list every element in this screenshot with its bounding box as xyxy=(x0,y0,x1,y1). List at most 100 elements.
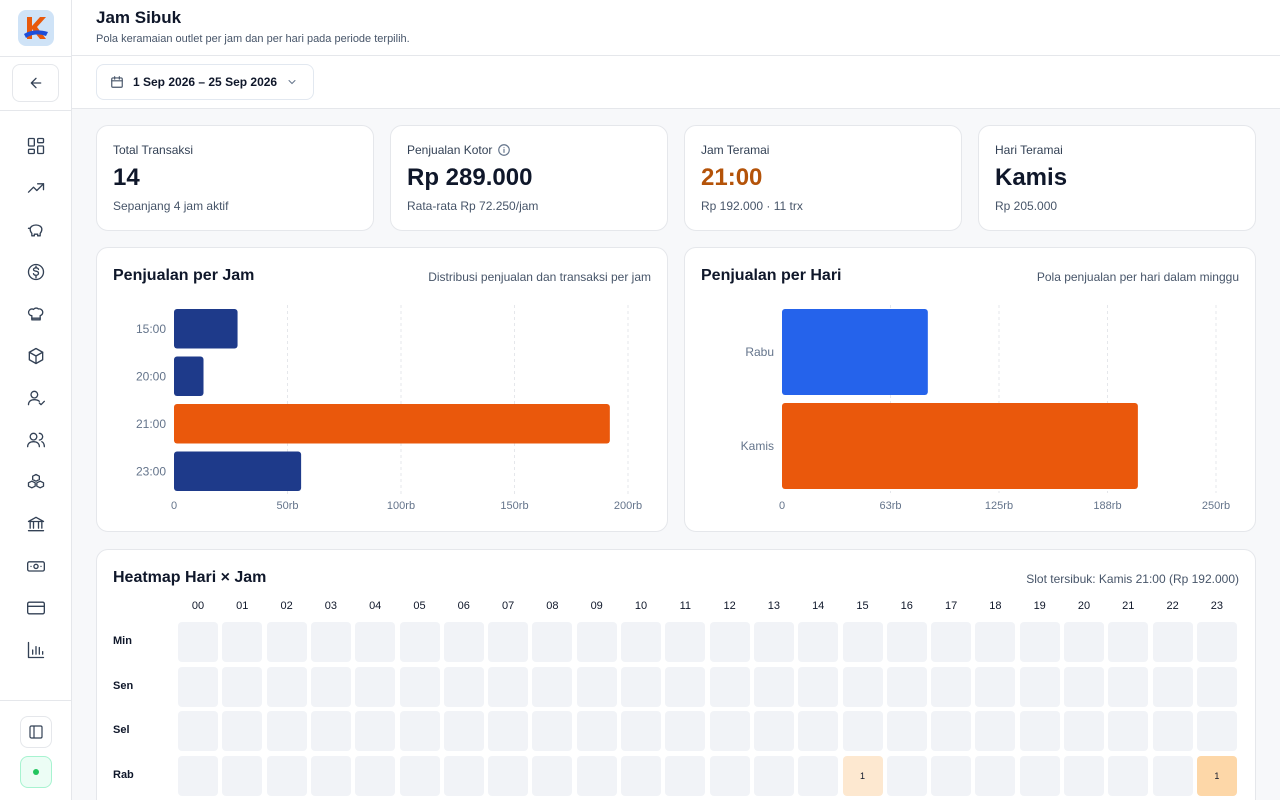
heatmap-cell[interactable] xyxy=(355,711,396,751)
bar-2300[interactable] xyxy=(174,451,302,492)
heatmap-cell[interactable] xyxy=(488,711,529,751)
heatmap-cell[interactable] xyxy=(576,666,617,707)
heatmap-cell[interactable] xyxy=(886,711,927,751)
nav-customers[interactable] xyxy=(24,428,48,452)
heatmap-cell[interactable] xyxy=(886,755,927,796)
heatmap-cell[interactable] xyxy=(222,622,263,662)
heatmap-cell[interactable] xyxy=(576,711,617,751)
heatmap-cell[interactable] xyxy=(798,622,839,662)
heatmap-cell[interactable] xyxy=(310,711,351,751)
heatmap-cell[interactable] xyxy=(665,755,706,796)
heatmap-cell[interactable] xyxy=(532,755,573,796)
heatmap-cell[interactable] xyxy=(488,755,529,796)
heatmap-cell[interactable] xyxy=(1196,711,1237,751)
nav-attendance[interactable] xyxy=(24,386,48,410)
heatmap-cell[interactable] xyxy=(443,666,484,707)
heatmap-cell[interactable] xyxy=(178,666,218,707)
heatmap-cell[interactable] xyxy=(886,622,927,662)
heatmap-cell[interactable] xyxy=(355,755,396,796)
heatmap-cell[interactable] xyxy=(1196,622,1237,662)
heatmap-cell[interactable] xyxy=(709,666,750,707)
heatmap-cell[interactable] xyxy=(443,622,484,662)
heatmap-cell[interactable] xyxy=(842,666,883,707)
heatmap-cell[interactable] xyxy=(1019,666,1060,707)
heatmap-cell[interactable] xyxy=(1196,666,1237,707)
heatmap-cell[interactable] xyxy=(1152,755,1193,796)
heatmap-cell[interactable] xyxy=(222,666,263,707)
heatmap-cell[interactable] xyxy=(931,666,972,707)
heatmap-cell[interactable] xyxy=(931,755,972,796)
heatmap-cell[interactable] xyxy=(222,711,263,751)
date-range-picker[interactable]: 1 Sep 2026 – 25 Sep 2026 xyxy=(96,64,314,100)
heatmap-cell[interactable] xyxy=(1152,666,1193,707)
heatmap-cell[interactable] xyxy=(576,622,617,662)
heatmap-cell[interactable] xyxy=(665,711,706,751)
heatmap-cell[interactable] xyxy=(975,666,1016,707)
heatmap-cell[interactable] xyxy=(1108,666,1149,707)
heatmap-cell[interactable]: 1 xyxy=(842,755,883,796)
sidebar-toggle-button[interactable] xyxy=(20,716,52,748)
nav-products[interactable] xyxy=(24,470,48,494)
bar-kamis[interactable] xyxy=(782,403,1138,489)
app-logo[interactable] xyxy=(18,10,54,46)
nav-cash[interactable] xyxy=(24,554,48,578)
heatmap-cell[interactable] xyxy=(709,711,750,751)
nav-reports[interactable] xyxy=(24,638,48,662)
bar-rabu[interactable] xyxy=(782,309,928,395)
heatmap-cell[interactable] xyxy=(1019,711,1060,751)
bar-2000[interactable] xyxy=(174,356,204,397)
heatmap-cell[interactable] xyxy=(798,666,839,707)
heatmap-cell[interactable] xyxy=(753,666,794,707)
heatmap-cell[interactable] xyxy=(266,755,307,796)
heatmap-cell[interactable] xyxy=(842,711,883,751)
heatmap-cell[interactable] xyxy=(753,622,794,662)
heatmap-cell[interactable] xyxy=(178,622,218,662)
nav-dashboard[interactable] xyxy=(24,134,48,158)
heatmap-cell[interactable] xyxy=(931,622,972,662)
heatmap-cell[interactable] xyxy=(310,666,351,707)
heatmap-cell[interactable]: 1 xyxy=(1196,755,1237,796)
heatmap-cell[interactable] xyxy=(798,711,839,751)
heatmap-cell[interactable] xyxy=(1108,755,1149,796)
heatmap-cell[interactable] xyxy=(576,755,617,796)
heatmap-cell[interactable] xyxy=(488,666,529,707)
heatmap-cell[interactable] xyxy=(1152,622,1193,662)
heatmap-cell[interactable] xyxy=(532,666,573,707)
heatmap-cell[interactable] xyxy=(1108,622,1149,662)
heatmap-cell[interactable] xyxy=(709,755,750,796)
heatmap-cell[interactable] xyxy=(310,622,351,662)
heatmap-cell[interactable] xyxy=(665,666,706,707)
info-icon[interactable] xyxy=(497,143,511,157)
nav-bank[interactable] xyxy=(24,512,48,536)
heatmap-cell[interactable] xyxy=(399,666,440,707)
heatmap-cell[interactable] xyxy=(621,666,661,707)
heatmap-cell[interactable] xyxy=(532,622,573,662)
heatmap-cell[interactable] xyxy=(355,666,396,707)
heatmap-cell[interactable] xyxy=(266,666,307,707)
nav-trends[interactable] xyxy=(24,176,48,200)
heatmap-cell[interactable] xyxy=(621,622,661,662)
bar-2100[interactable] xyxy=(174,404,610,444)
heatmap-cell[interactable] xyxy=(753,711,794,751)
heatmap-cell[interactable] xyxy=(621,755,661,796)
nav-finance[interactable] xyxy=(24,260,48,284)
heatmap-cell[interactable] xyxy=(931,711,972,751)
heatmap-cell[interactable] xyxy=(443,711,484,751)
heatmap-cell[interactable] xyxy=(975,711,1016,751)
heatmap-cell[interactable] xyxy=(355,622,396,662)
heatmap-cell[interactable] xyxy=(532,711,573,751)
heatmap-cell[interactable] xyxy=(709,622,750,662)
heatmap-cell[interactable] xyxy=(266,622,307,662)
nav-payments[interactable] xyxy=(24,596,48,620)
heatmap-cell[interactable] xyxy=(222,755,263,796)
heatmap-cell[interactable] xyxy=(399,755,440,796)
heatmap-cell[interactable] xyxy=(798,755,839,796)
heatmap-cell[interactable] xyxy=(1152,711,1193,751)
heatmap-cell[interactable] xyxy=(1064,666,1104,707)
heatmap-cell[interactable] xyxy=(753,755,794,796)
heatmap-cell[interactable] xyxy=(1064,711,1104,751)
heatmap-cell[interactable] xyxy=(178,755,218,796)
heatmap-cell[interactable] xyxy=(1064,755,1104,796)
heatmap-cell[interactable] xyxy=(443,755,484,796)
heatmap-cell[interactable] xyxy=(1108,711,1149,751)
